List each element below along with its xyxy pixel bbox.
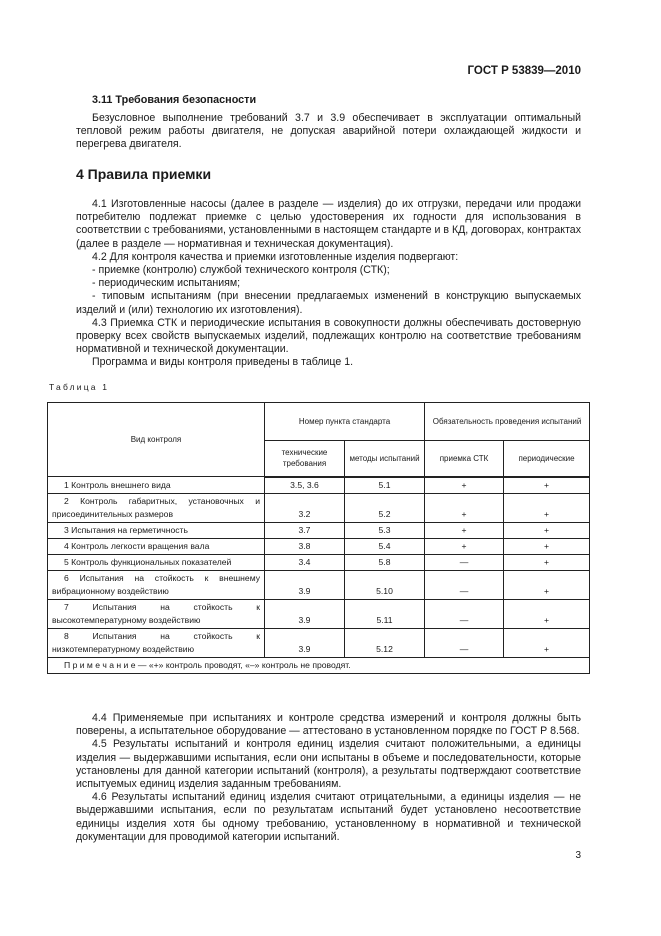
row-kind: 2 Контроль габаритных, установочных и пр…: [47, 492, 265, 523]
row-methods: 5.10: [343, 569, 426, 600]
header-methods: методы испытаний: [343, 440, 426, 478]
row-methods: 5.4: [343, 537, 426, 555]
row-methods: 5.1: [343, 476, 426, 494]
section-4-title: 4 Правила приемки: [76, 166, 212, 182]
table-row: 7 Испытания на стойкость к высокотемпера…: [47, 598, 591, 629]
row-methods: 5.12: [343, 627, 426, 658]
row-tech: 3.4: [264, 553, 345, 571]
header-obligation-group: Обязательность проведения испытаний: [424, 402, 591, 441]
header-kind: Вид контроля: [47, 402, 265, 477]
table-row: 5 Контроль функциональных показателей 3.4…: [47, 553, 591, 571]
row-tech: 3.7: [264, 521, 345, 539]
table-row: 6 Испытания на стойкость к внешнему вибр…: [47, 569, 591, 600]
row-tech: 3.9: [264, 627, 345, 658]
paragraph-4-4: 4.4 Применяемые при испытаниях и контрол…: [76, 712, 581, 738]
paragraph-4-5: 4.5 Результаты испытаний и контроля един…: [76, 738, 581, 791]
list-item: - типовым испытаниям (при внесении предл…: [76, 290, 581, 316]
row-periodic: +: [503, 598, 591, 629]
list-item: - приемке (контролю) службой техническог…: [92, 264, 390, 277]
row-methods: 5.3: [343, 521, 426, 539]
row-methods: 5.11: [343, 598, 426, 629]
row-stk: +: [424, 537, 505, 555]
row-periodic: +: [503, 521, 591, 539]
paragraph: Безусловное выполнение требований 3.7 и …: [76, 112, 581, 151]
row-tech: 3.2: [264, 492, 345, 523]
row-methods: 5.2: [343, 492, 426, 523]
row-kind: 6 Испытания на стойкость к внешнему вибр…: [47, 569, 265, 600]
row-tech: 3.9: [264, 598, 345, 629]
row-stk: —: [424, 569, 505, 600]
row-kind: 1 Контроль внешнего вида: [47, 476, 265, 494]
paragraph-program: Программа и виды контроля приведены в та…: [92, 356, 354, 369]
header-stk: приемка СТК: [424, 440, 505, 478]
row-stk: +: [424, 492, 505, 523]
row-periodic: +: [503, 569, 591, 600]
table-note: П р и м е ч а н и е — «+» контроль прово…: [46, 656, 591, 674]
row-stk: —: [424, 553, 505, 571]
row-kind: 7 Испытания на стойкость к высокотемпера…: [47, 598, 265, 629]
document-header: ГОСТ Р 53839—2010: [467, 65, 581, 77]
paragraph-4-1: 4.1 Изготовленные насосы (далее в раздел…: [76, 198, 581, 250]
section-4-body-continued: 4.4 Применяемые при испытаниях и контрол…: [76, 712, 581, 844]
paragraph-4-3: 4.3 Приемка СТК и периодические испытани…: [76, 316, 581, 356]
control-table: Вид контроля Номер пункта стандарта Обяз…: [46, 402, 591, 674]
row-stk: +: [424, 476, 505, 494]
table-row: 1 Контроль внешнего вида 3.5, 3.6 5.1 + +: [47, 476, 591, 494]
paragraph-4-2: 4.2 Для контроля качества и приемки изго…: [92, 250, 459, 263]
row-tech: 3.9: [264, 569, 345, 600]
row-kind: 8 Испытания на стойкость к низкотемперат…: [47, 627, 265, 658]
row-periodic: +: [503, 553, 591, 571]
row-periodic: +: [503, 492, 591, 523]
row-kind: 3 Испытания на герметичность: [47, 521, 265, 539]
row-methods: 5.8: [343, 553, 426, 571]
table-caption: Таблица 1: [49, 382, 110, 392]
row-stk: +: [424, 521, 505, 539]
header-periodic: периодические: [503, 440, 591, 478]
table-row: 8 Испытания на стойкость к низкотемперат…: [47, 627, 591, 658]
paragraph-4-6: 4.6 Результаты испытаний единиц изделия …: [76, 791, 581, 843]
page-number: 3: [575, 850, 581, 861]
row-periodic: +: [503, 476, 591, 494]
section-4-body: 4.1 Изготовленные насосы (далее в раздел…: [76, 198, 581, 370]
row-tech: 3.5, 3.6: [264, 476, 345, 494]
table-row: 4 Контроль легкости вращения вала 3.8 5.4 +…: [47, 537, 591, 555]
header-clause-group: Номер пункта стандарта: [263, 402, 426, 441]
row-stk: —: [424, 627, 505, 658]
section-3-11-body: Безусловное выполнение требований 3.7 и …: [76, 112, 581, 152]
row-stk: —: [424, 598, 505, 629]
row-kind: 5 Контроль функциональных показателей: [47, 553, 265, 571]
row-periodic: +: [503, 537, 591, 555]
list-item: - периодическим испытаниям;: [92, 277, 241, 290]
table-row: 3 Испытания на герметичность 3.7 5.3 + +: [47, 521, 591, 539]
row-periodic: +: [503, 627, 591, 658]
row-kind: 4 Контроль легкости вращения вала: [47, 537, 265, 555]
table-row: 2 Контроль габаритных, установочных и пр…: [47, 492, 591, 523]
header-tech: технические требования: [264, 440, 345, 478]
row-tech: 3.8: [264, 537, 345, 555]
section-3-11-title: 3.11 Требования безопасности: [92, 94, 257, 106]
